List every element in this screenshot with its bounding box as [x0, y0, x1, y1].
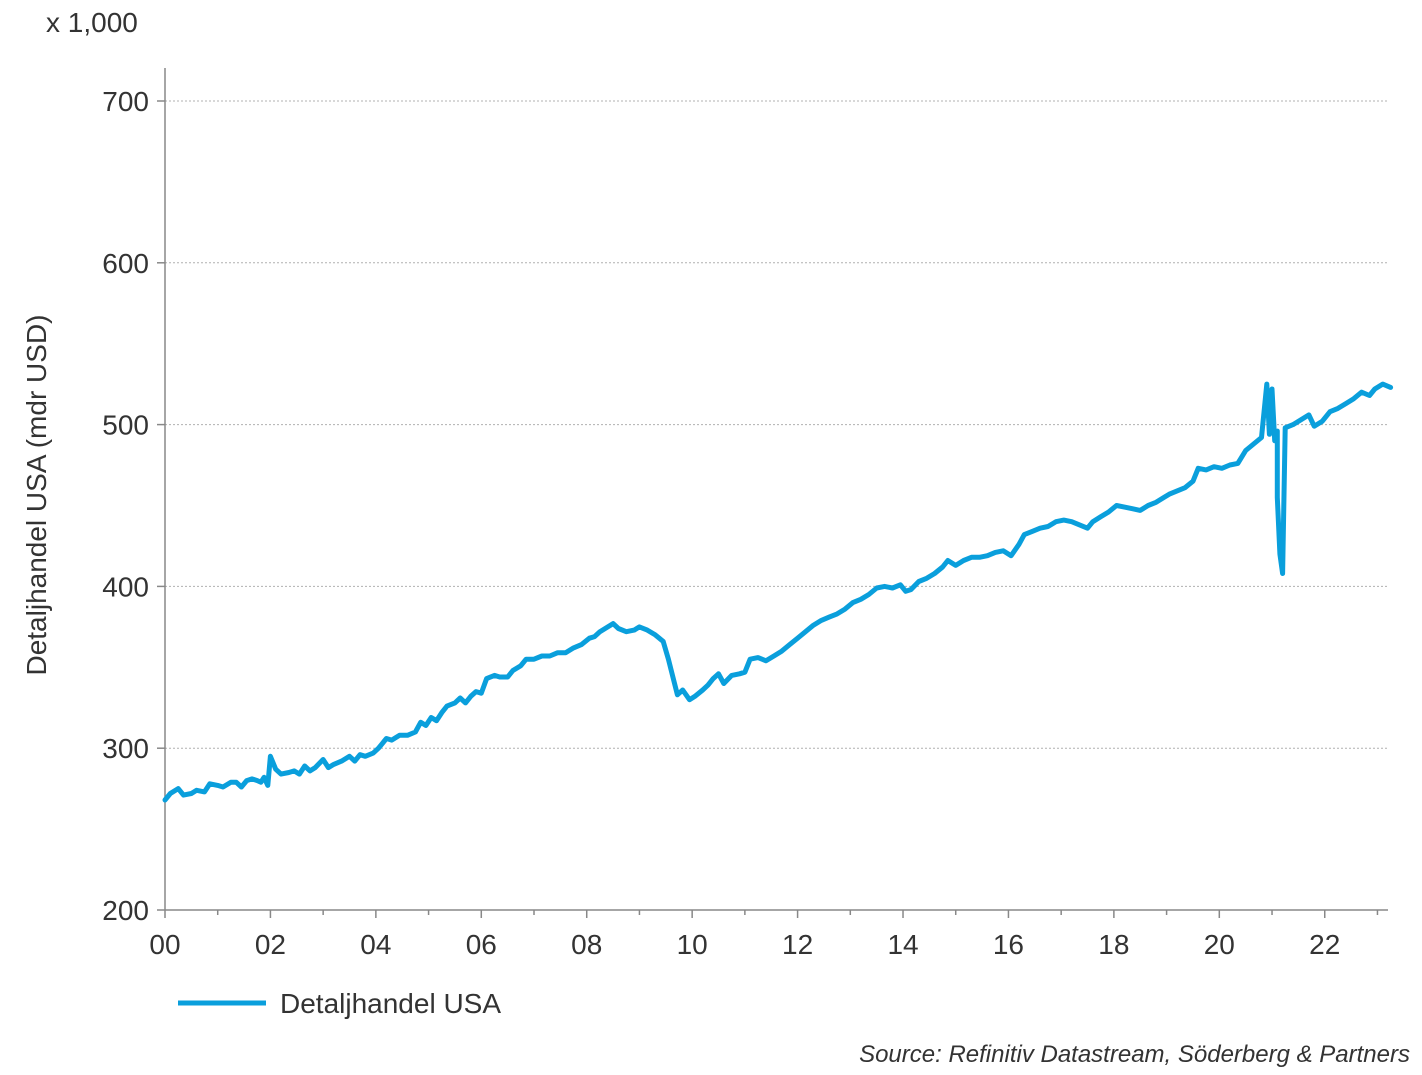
x-tick-label: 18 — [1098, 929, 1129, 960]
x-tick-label: 16 — [993, 929, 1024, 960]
x-tick-label: 22 — [1309, 929, 1340, 960]
y-tick-label: 600 — [102, 248, 149, 279]
axes: 200 300 400 500 600 700 00 02 04 06 08 10 12 14 16 18 20… — [102, 68, 1388, 960]
legend: Detaljhandel USA — [178, 988, 501, 1019]
y-tick-label: 200 — [102, 895, 149, 926]
x-tick-label: 14 — [887, 929, 918, 960]
x-tick-label: 02 — [255, 929, 286, 960]
x-tick-label: 04 — [360, 929, 391, 960]
x-tick-label: 06 — [466, 929, 497, 960]
x-tick-label: 00 — [149, 929, 180, 960]
series-line-0 — [162, 381, 1394, 803]
y-tick-label: 700 — [102, 86, 149, 117]
y-tick-label: 400 — [102, 571, 149, 602]
legend-label: Detaljhandel USA — [280, 988, 501, 1019]
y-tick-label: 300 — [102, 733, 149, 764]
x-tick-label: 20 — [1204, 929, 1235, 960]
source-note: Source: Refinitiv Datastream, Söderberg … — [859, 1041, 1410, 1068]
y-tick-label: 500 — [102, 410, 149, 441]
x-tick-label: 08 — [571, 929, 602, 960]
gridlines — [165, 100, 1388, 749]
y-axis-multiplier: x 1,000 — [46, 7, 138, 38]
x-tick-label: 10 — [677, 929, 708, 960]
series-lines — [162, 381, 1394, 803]
x-tick-label: 12 — [782, 929, 813, 960]
y-axis-title: Detaljhandel USA (mdr USD) — [21, 314, 52, 675]
